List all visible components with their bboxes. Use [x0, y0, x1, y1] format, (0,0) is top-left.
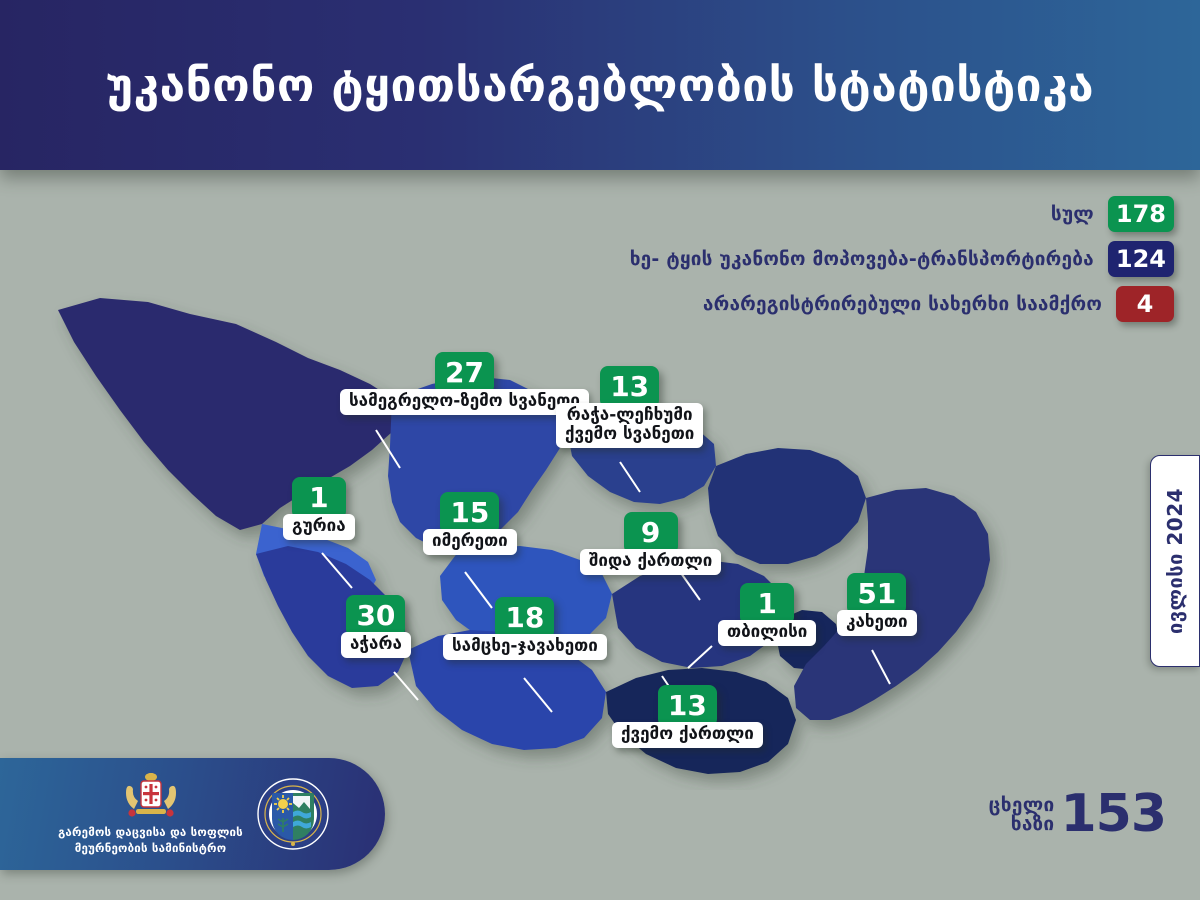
callout-imereti[interactable]: 15 იმერეთი — [423, 492, 517, 556]
callout-count: 27 — [435, 352, 494, 394]
legend-badge-transport: 124 — [1107, 241, 1174, 277]
date-tab-label: ივლისი 2024 — [1163, 487, 1188, 635]
department-seal-icon — [257, 778, 329, 850]
callout-label: თბილისი — [718, 620, 817, 647]
legend-badge-sawmill: 4 — [1116, 286, 1174, 322]
callout-label: რაჭა-ლეჩხუმი ქვემო სვანეთი — [556, 403, 704, 449]
region-samegrelo-zemo-svaneti — [388, 376, 566, 552]
callout-label: სამცხე-ჯავახეთი — [443, 634, 607, 661]
callout-tbilisi[interactable]: 1 თბილისი — [718, 583, 817, 647]
callout-count: 1 — [740, 583, 795, 625]
legend: სულ 178 ხე- ტყის უკანონო მოპოვება-ტრანსპ… — [630, 196, 1174, 322]
georgia-coat-of-arms-icon — [125, 773, 176, 818]
page-header: უკანონო ტყითსარგებლობის სტატისტიკა — [0, 0, 1200, 170]
callout-guria[interactable]: 1 გურია — [283, 477, 355, 541]
callout-label: იმერეთი — [423, 529, 517, 556]
callout-label: სამეგრელო-ზემო სვანეთი — [340, 389, 589, 416]
footer-bar: გარემოს დაცვისა და სოფლის მეურნეობის სამ… — [0, 758, 385, 870]
legend-label-total: სულ — [1050, 203, 1094, 225]
callout-samegrelo-zemo-svaneti[interactable]: 27 სამეგრელო-ზემო სვანეთი — [340, 352, 589, 416]
callout-count: 51 — [847, 573, 907, 615]
callout-label: შიდა ქართლი — [580, 549, 722, 576]
legend-row-sawmill: არარეგისტრირებული სახერხი საამქრო 4 — [703, 286, 1174, 322]
legend-row-transport: ხე- ტყის უკანონო მოპოვება-ტრანსპორტირება… — [630, 241, 1174, 277]
callout-count: 15 — [440, 492, 500, 534]
callout-adjara[interactable]: 30 აჭარა — [341, 595, 411, 659]
callout-label: აჭარა — [341, 632, 411, 659]
legend-label-transport: ხე- ტყის უკანონო მოპოვება-ტრანსპორტირება — [629, 248, 1094, 270]
ministry-block: გარემოს დაცვისა და სოფლის მეურნეობის სამ… — [58, 771, 243, 856]
callout-count: 13 — [600, 366, 660, 408]
legend-label-sawmill: არარეგისტრირებული სახერხი საამქრო — [702, 293, 1102, 315]
callout-count: 13 — [657, 685, 717, 727]
callout-label: ქვემო ქართლი — [612, 722, 763, 749]
callout-label: გურია — [283, 514, 355, 541]
ministry-name: გარემოს დაცვისა და სოფლის მეურნეობის სამ… — [58, 825, 243, 855]
hotline-number: 153 — [1060, 784, 1167, 845]
callout-samtskhe-javakheti[interactable]: 18 სამცხე-ჯავახეთი — [443, 597, 607, 661]
callout-count: 18 — [495, 597, 555, 639]
date-tab[interactable]: ივლისი 2024 — [1150, 455, 1200, 667]
hotline-label: ცხელი ხაზი — [988, 793, 1055, 835]
page-title: უკანონო ტყითსარგებლობის სტატისტიკა — [105, 57, 1095, 112]
callout-racha-lechkhumi[interactable]: 13 რაჭა-ლეჩხუმი ქვემო სვანეთი — [556, 366, 704, 449]
callout-count: 30 — [346, 595, 406, 637]
callout-shida-kartli[interactable]: 9 შიდა ქართლი — [580, 512, 722, 576]
callout-count: 9 — [623, 512, 678, 554]
legend-row-total: სულ 178 — [1051, 196, 1174, 232]
hotline: ცხელი ხაზი 153 — [988, 784, 1167, 845]
legend-badge-total: 178 — [1107, 196, 1174, 232]
callout-label: კახეთი — [837, 610, 917, 637]
callout-count: 1 — [291, 477, 346, 519]
region-abkhazia — [58, 298, 410, 530]
region-mtskheta-mtianeti — [708, 448, 866, 564]
callout-kvemo-kartli[interactable]: 13 ქვემო ქართლი — [612, 685, 763, 749]
callout-kakheti[interactable]: 51 კახეთი — [837, 573, 917, 637]
